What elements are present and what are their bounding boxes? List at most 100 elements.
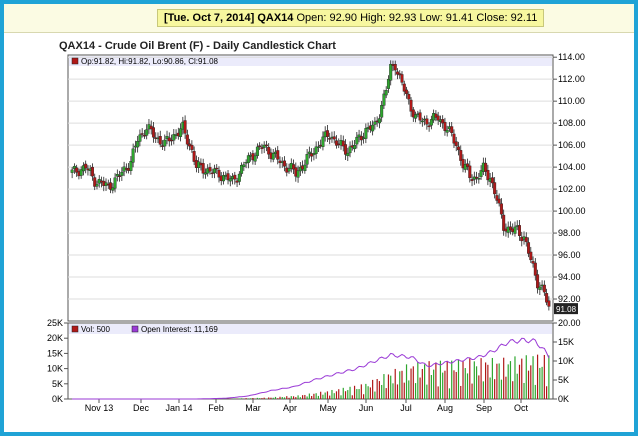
candle-body — [477, 178, 481, 180]
price-tick-label: 114.00 — [558, 52, 585, 62]
candle-body — [427, 125, 431, 128]
candle-body — [429, 119, 433, 126]
candle-body — [129, 161, 133, 171]
candle-body — [400, 74, 404, 83]
candle-body — [393, 64, 397, 71]
candle-body — [420, 120, 424, 123]
candle-body — [179, 128, 183, 137]
candle-body — [533, 262, 537, 276]
candle-body — [136, 141, 140, 148]
last-value-box — [554, 303, 578, 315]
candle-body — [203, 172, 207, 175]
x-tick-label: Jul — [400, 403, 412, 413]
candle-body — [395, 71, 399, 75]
oi-legend-label: Open Interest: 11,169 — [141, 325, 218, 334]
candle-body — [111, 187, 115, 191]
open-label: Open: — [296, 12, 327, 24]
candle-body — [120, 171, 124, 176]
volume-legend-swatch — [71, 325, 79, 333]
x-tick-label: Jan 14 — [165, 403, 192, 413]
candle-body — [456, 146, 460, 151]
candle-body — [287, 168, 291, 172]
candle-body — [502, 214, 506, 231]
candle-body — [138, 134, 142, 142]
candle-body — [163, 139, 167, 147]
price-legend-band — [69, 56, 552, 66]
candle-body — [418, 112, 422, 121]
candle-body — [386, 79, 390, 89]
x-tick-label: Dec — [133, 403, 150, 413]
candle-body — [292, 164, 296, 170]
candle-body — [486, 170, 490, 181]
volume-tick-label: 5K — [52, 379, 63, 389]
candle-body — [316, 146, 320, 148]
x-tick-label: Aug — [437, 403, 453, 413]
candle-body — [183, 120, 187, 134]
candle-body — [524, 237, 528, 243]
candle-body — [357, 134, 361, 138]
candle-body — [109, 182, 113, 190]
price-tick-label: 94.00 — [558, 272, 581, 282]
candle-body — [411, 109, 415, 118]
quote-header: [Tue. Oct 7, 2014] QAX14 Open: 92.90 Hig… — [4, 4, 634, 33]
oi-tick-label: 10K — [558, 356, 574, 366]
candle-body — [70, 169, 74, 173]
candle-body — [531, 261, 535, 264]
close-value: 92.11 — [510, 12, 538, 24]
candle-body — [450, 126, 454, 133]
candle-body — [545, 293, 549, 303]
x-tick-label: Jun — [359, 403, 374, 413]
x-tick-label: Oct — [514, 403, 529, 413]
candle-body — [242, 164, 246, 167]
candle-body — [260, 147, 264, 149]
candle-body — [325, 130, 329, 137]
candle-body — [475, 176, 479, 179]
candle-body — [165, 135, 169, 140]
candle-body — [344, 144, 348, 155]
candle-body — [246, 155, 250, 163]
volume-tick-label: 10K — [47, 364, 63, 374]
x-tick-label: Mar — [245, 403, 261, 413]
chart-title: QAX14 - Crude Oil Brent (F) - Daily Cand… — [59, 40, 336, 52]
candle-body — [508, 226, 512, 231]
open-interest-line — [72, 337, 550, 400]
candle-body — [466, 163, 470, 167]
candle-body — [425, 118, 429, 125]
candle-body — [499, 203, 503, 215]
candle-body — [90, 166, 94, 177]
candle-body — [303, 164, 307, 172]
candle-body — [253, 155, 257, 162]
candle-body — [436, 115, 440, 121]
candle-body — [405, 89, 409, 94]
candle-body — [314, 146, 318, 154]
candle-body — [364, 128, 368, 139]
x-tick-label: Sep — [476, 403, 492, 413]
candle-body — [527, 242, 531, 254]
candle-body — [389, 63, 393, 81]
candle-body — [407, 94, 411, 100]
volume-tick-label: 0K — [52, 394, 63, 404]
candle-body — [192, 151, 196, 162]
candle-body — [267, 146, 271, 155]
candle-body — [258, 145, 262, 147]
candle-body — [459, 150, 463, 161]
candle-body — [353, 145, 357, 150]
price-tick-label: 110.00 — [558, 96, 585, 106]
candle-body — [226, 173, 230, 181]
candle-body — [377, 118, 381, 124]
candle-body — [479, 170, 483, 177]
candle-body — [384, 90, 388, 96]
candle-body — [355, 136, 359, 145]
candle-body — [454, 141, 458, 146]
price-tick-label: 98.00 — [558, 228, 581, 238]
price-tick-label: 112.00 — [558, 74, 585, 84]
candle-body — [373, 121, 377, 125]
high-label: High: — [360, 12, 386, 24]
candle-body — [468, 165, 472, 179]
x-tick-label: May — [319, 403, 337, 413]
candle-body — [414, 114, 418, 119]
candle-body — [328, 138, 332, 140]
volume-tick-label: 20K — [47, 333, 63, 343]
candle-body — [271, 152, 275, 160]
